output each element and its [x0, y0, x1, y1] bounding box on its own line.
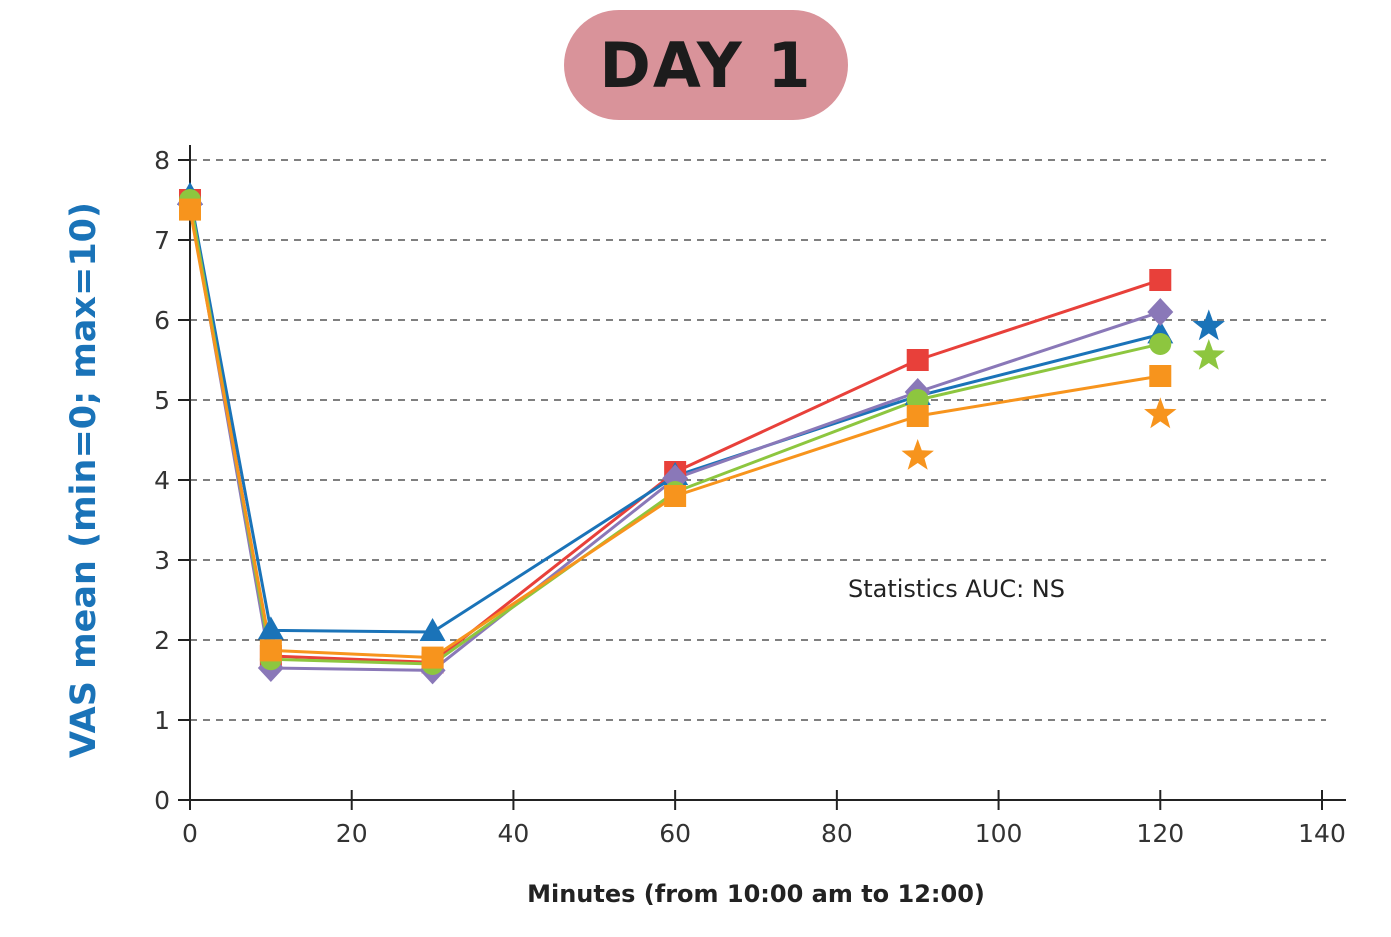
y-tick-label-6: 6 — [154, 306, 170, 335]
significance-star-3 — [1144, 397, 1177, 429]
data-point-s3-5 — [1149, 333, 1172, 355]
data-point-s4-1 — [259, 639, 282, 662]
x-tick-label-40: 40 — [498, 819, 530, 848]
series-line-1 — [188, 195, 1161, 634]
x-tick-label-80: 80 — [821, 819, 853, 848]
x-tick-label-60: 60 — [659, 819, 691, 848]
grid-lines — [190, 159, 1326, 721]
data-markers — [177, 182, 1174, 685]
x-tick-label-120: 120 — [1136, 819, 1184, 848]
y-tick-label-0: 0 — [154, 786, 170, 815]
data-point-s1-1 — [257, 616, 284, 640]
y-tick-label-8: 8 — [154, 146, 170, 175]
series-lines — [188, 195, 1161, 672]
title-badge: DAY 1 — [564, 10, 848, 120]
data-point-s1-2 — [419, 618, 446, 641]
data-point-s4-4 — [906, 405, 929, 427]
chart-title: DAY 1 — [599, 28, 813, 102]
y-axis-label: VAS mean (min=0; max=10) — [64, 202, 104, 758]
x-axis-label: Minutes (from 10:00 am to 12:00) — [527, 880, 985, 908]
data-point-s4-5 — [1149, 365, 1172, 387]
data-point-s2-5 — [1147, 298, 1174, 326]
data-point-s4-2 — [421, 646, 444, 669]
significance-star-2 — [901, 439, 934, 470]
x-tick-label-20: 20 — [336, 819, 368, 848]
x-tick-label-100: 100 — [975, 819, 1023, 848]
y-tick-label-3: 3 — [154, 546, 170, 575]
y-tick-label-5: 5 — [154, 386, 170, 415]
y-tick-label-1: 1 — [154, 706, 170, 735]
statistics-annotation: Statistics AUC: NS — [848, 575, 1065, 603]
significance-star-0 — [1192, 309, 1225, 341]
y-tick-label-7: 7 — [154, 226, 170, 255]
x-tick-label-140: 140 — [1298, 819, 1346, 848]
y-tick-label-2: 2 — [154, 626, 170, 655]
data-point-s0-5 — [1149, 269, 1172, 291]
data-point-s4-3 — [664, 485, 687, 507]
data-point-s0-4 — [906, 349, 929, 371]
series-line-4 — [188, 209, 1161, 660]
y-tick-label-4: 4 — [154, 466, 170, 495]
significance-stars — [901, 309, 1225, 470]
data-point-s4-0 — [179, 198, 201, 221]
x-tick-label-0: 0 — [182, 819, 198, 848]
significance-star-1 — [1192, 339, 1225, 370]
